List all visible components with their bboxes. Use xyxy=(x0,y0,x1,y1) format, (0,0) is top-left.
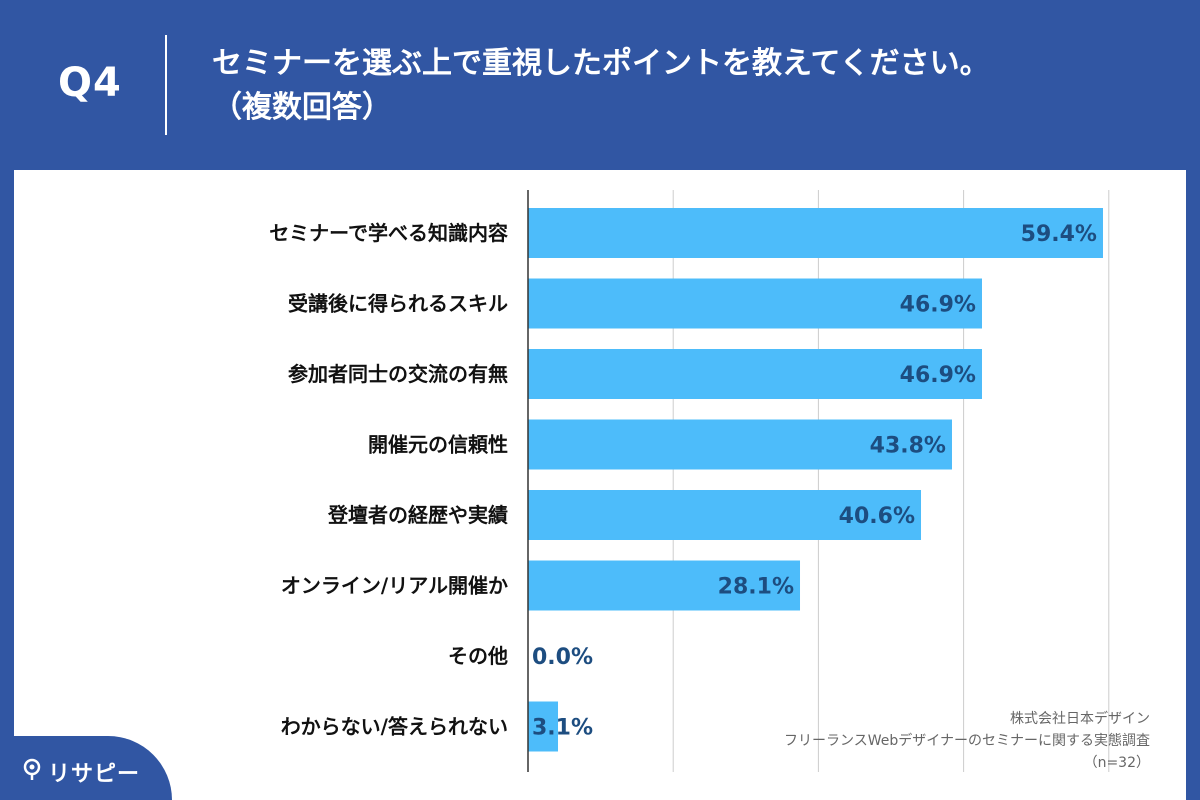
question-number: Q4 xyxy=(58,60,122,106)
header: Q4 セミナーを選ぶ上で重視したポイントを教えてください。 （複数回答） xyxy=(0,0,1200,170)
bar-1 xyxy=(528,278,982,329)
value-label-4: 40.6% xyxy=(839,504,915,529)
value-label-5: 28.1% xyxy=(718,575,794,600)
category-label-0: セミナーで学べる知識内容 xyxy=(269,221,508,245)
brand-logo: リサピー xyxy=(0,736,172,800)
location-pin-icon xyxy=(23,758,41,780)
value-label-3: 43.8% xyxy=(870,434,946,459)
bar-3 xyxy=(528,419,952,470)
value-label-0: 59.4% xyxy=(1021,222,1097,247)
source-sample: （n=32） xyxy=(1083,755,1150,771)
bar-4 xyxy=(528,490,922,540)
source-survey: フリーランスWebデザイナーのセミナーに関する実態調査 xyxy=(784,733,1150,749)
bar-2 xyxy=(528,349,982,399)
brand-logo-text: リサピー xyxy=(48,762,141,787)
value-label-1: 46.9% xyxy=(900,293,976,318)
category-label-6: その他 xyxy=(448,644,508,668)
bar-chart: セミナーで学べる知識内容 59.4% 受講後に得られるスキル 46.9% 参加者同士の交… xyxy=(269,190,1110,772)
bar-0 xyxy=(528,208,1103,258)
value-label-6: 0.0% xyxy=(532,645,593,670)
bar-7 xyxy=(528,701,559,752)
category-label-3: 開催元の信頼性 xyxy=(368,433,508,457)
header-divider xyxy=(165,35,167,135)
question-title: セミナーを選ぶ上で重視したポイントを教えてください。 （複数回答） xyxy=(212,42,1172,130)
category-label-1: 受講後に得られるスキル xyxy=(288,292,508,316)
source-note: 株式会社日本デザイン フリーランスWebデザイナーのセミナーに関する実態調査 （… xyxy=(784,708,1150,774)
value-label-2: 46.9% xyxy=(900,363,976,388)
source-company: 株式会社日本デザイン xyxy=(1010,711,1150,727)
category-label-5: オンライン/リアル開催か xyxy=(281,574,508,598)
question-title-line2: （複数回答） xyxy=(212,90,392,125)
bar-5 xyxy=(528,560,801,611)
chart-panel: セミナーで学べる知識内容 59.4% 受講後に得られるスキル 46.9% 参加者同士の交… xyxy=(14,170,1186,800)
category-label-2: 参加者同士の交流の有無 xyxy=(288,362,508,386)
value-label-7: 3.1% xyxy=(532,716,593,741)
category-label-4: 登壇者の経歴や実績 xyxy=(327,503,508,527)
question-title-line1: セミナーを選ぶ上で重視したポイントを教えてください。 xyxy=(212,46,990,81)
category-label-7: わからない/答えられない xyxy=(281,715,508,739)
